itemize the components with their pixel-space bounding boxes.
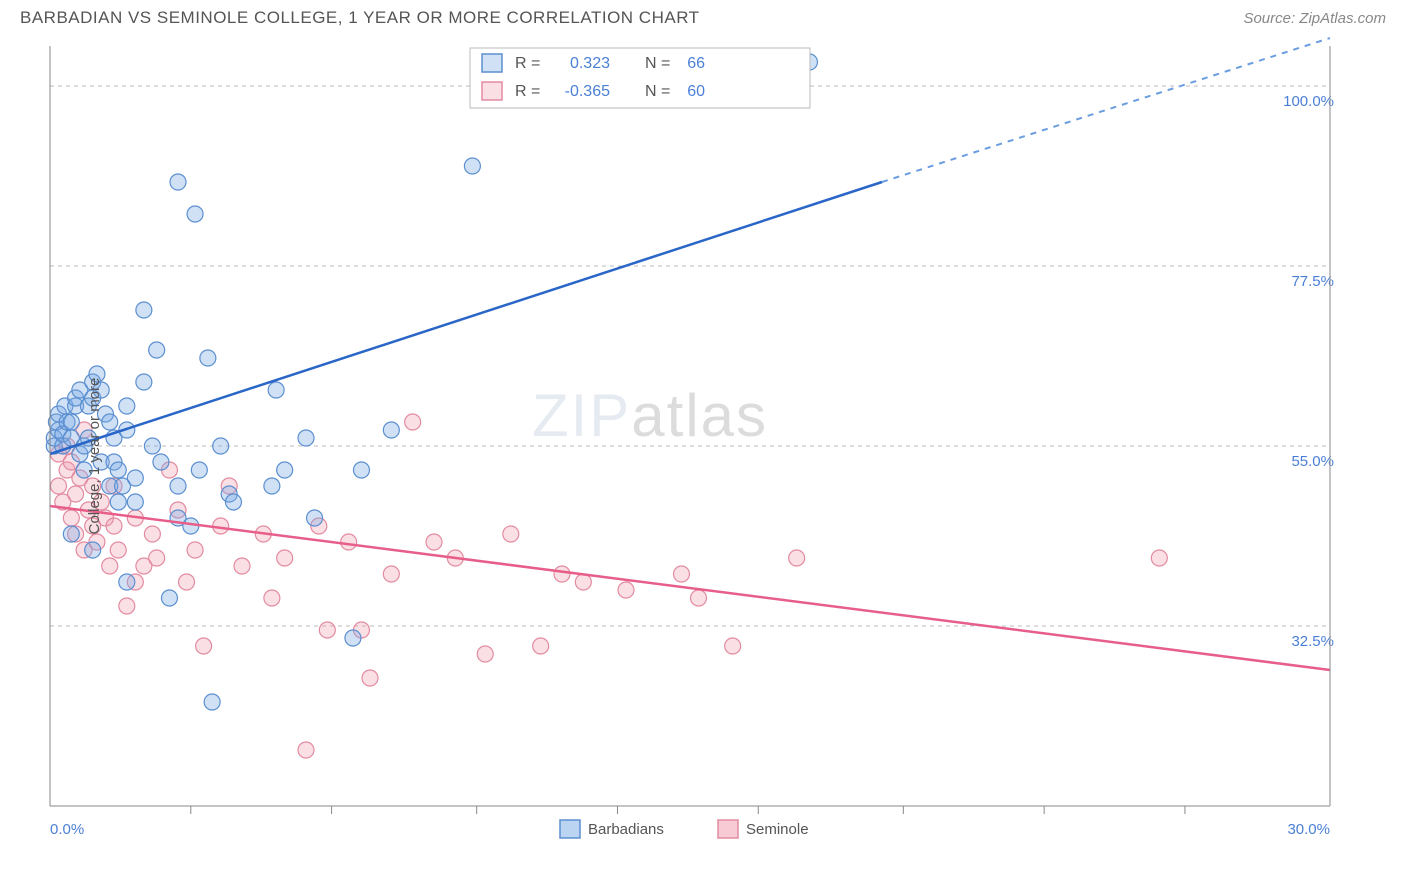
legend-r-value: -0.365 xyxy=(565,83,610,100)
data-point xyxy=(136,302,152,318)
data-point xyxy=(277,550,293,566)
data-point xyxy=(298,742,314,758)
data-point xyxy=(187,206,203,222)
y-tick-label: 32.5% xyxy=(1291,633,1334,650)
x-max-label: 30.0% xyxy=(1287,821,1330,838)
data-point xyxy=(533,638,549,654)
bottom-legend-swatch xyxy=(560,820,580,838)
x-min-label: 0.0% xyxy=(50,821,84,838)
legend-n-value: 60 xyxy=(687,83,705,100)
data-point xyxy=(319,622,335,638)
data-point xyxy=(200,350,216,366)
y-tick-label: 55.0% xyxy=(1291,453,1334,470)
correlation-scatter-chart: 100.0% 77.5% 55.0% 32.5% ZIPatlas 0.0% 30.0% R … xyxy=(20,36,1340,876)
data-point xyxy=(213,438,229,454)
data-point xyxy=(106,518,122,534)
watermark: ZIPatlas xyxy=(532,382,768,449)
bottom-legend-swatch xyxy=(718,820,738,838)
data-point xyxy=(63,414,79,430)
legend-r-value: 0.323 xyxy=(570,55,610,72)
bottom-legend-label: Barbadians xyxy=(588,821,664,838)
data-point xyxy=(341,534,357,550)
data-point xyxy=(426,534,442,550)
data-point xyxy=(673,566,689,582)
data-point xyxy=(149,342,165,358)
data-point xyxy=(170,478,186,494)
data-point xyxy=(136,374,152,390)
data-point xyxy=(575,574,591,590)
data-point xyxy=(268,382,284,398)
data-point xyxy=(353,462,369,478)
data-point xyxy=(196,638,212,654)
data-point xyxy=(144,438,160,454)
data-point xyxy=(298,430,314,446)
data-point xyxy=(307,510,323,526)
data-point xyxy=(119,574,135,590)
data-point xyxy=(277,462,293,478)
data-point xyxy=(503,526,519,542)
data-point xyxy=(725,638,741,654)
legend-n-label: N = xyxy=(645,55,670,72)
data-point xyxy=(127,494,143,510)
data-point xyxy=(405,414,421,430)
data-point xyxy=(362,670,378,686)
data-point xyxy=(119,398,135,414)
data-point xyxy=(618,582,634,598)
data-point xyxy=(63,510,79,526)
trendline-barbadians-extrapolated xyxy=(882,38,1330,182)
source-credit: Source: ZipAtlas.com xyxy=(1243,10,1386,27)
data-point xyxy=(554,566,570,582)
bottom-legend-label: Seminole xyxy=(746,821,809,838)
data-point xyxy=(789,550,805,566)
data-point xyxy=(264,590,280,606)
y-tick-label: 100.0% xyxy=(1283,93,1334,110)
data-point xyxy=(63,526,79,542)
legend-n-label: N = xyxy=(645,83,670,100)
legend-r-label: R = xyxy=(515,83,540,100)
legend-swatch xyxy=(482,82,502,100)
data-point xyxy=(102,414,118,430)
data-point xyxy=(345,630,361,646)
data-point xyxy=(110,494,126,510)
data-point xyxy=(51,478,67,494)
data-point xyxy=(264,478,280,494)
y-tick-label: 77.5% xyxy=(1291,273,1334,290)
data-point xyxy=(85,542,101,558)
data-point xyxy=(1151,550,1167,566)
legend-r-label: R = xyxy=(515,55,540,72)
data-point xyxy=(68,486,84,502)
data-point xyxy=(187,542,203,558)
data-point xyxy=(179,574,195,590)
data-point xyxy=(191,462,207,478)
data-point xyxy=(119,598,135,614)
data-point xyxy=(110,542,126,558)
legend-swatch xyxy=(482,54,502,72)
data-point xyxy=(170,174,186,190)
data-point xyxy=(144,526,160,542)
data-point xyxy=(464,158,480,174)
data-point xyxy=(383,422,399,438)
data-point xyxy=(102,558,118,574)
data-point xyxy=(161,590,177,606)
data-point xyxy=(383,566,399,582)
data-point xyxy=(477,646,493,662)
chart-title: BARBADIAN VS SEMINOLE COLLEGE, 1 YEAR OR… xyxy=(20,8,700,28)
data-point xyxy=(234,558,250,574)
trendline-seminole xyxy=(50,506,1330,670)
data-point xyxy=(204,694,220,710)
data-point xyxy=(691,590,707,606)
legend-n-value: 66 xyxy=(687,55,705,72)
data-point xyxy=(127,470,143,486)
data-point xyxy=(225,494,241,510)
y-axis-label: College, 1 year or more xyxy=(86,378,103,535)
data-point xyxy=(153,454,169,470)
data-point xyxy=(110,462,126,478)
data-point xyxy=(149,550,165,566)
